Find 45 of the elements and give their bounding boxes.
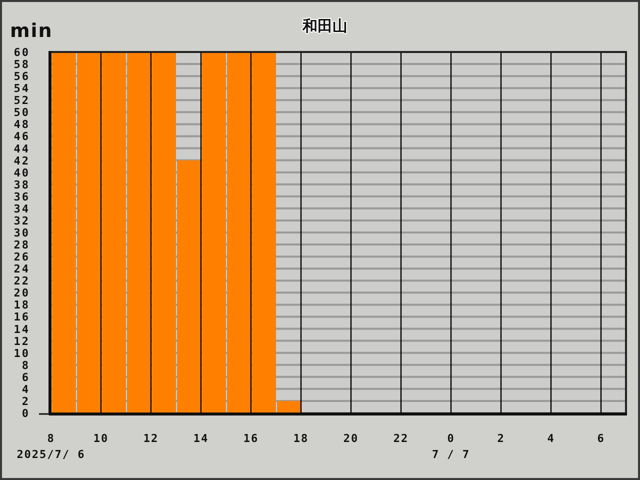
x-tick-label: 8 2025/7/ 6 [16, 432, 86, 461]
y-tick-label: 24 [14, 262, 30, 276]
y-tick-label: 48 [14, 118, 30, 132]
x-tick-label: 20 [343, 432, 359, 445]
x-tick-label: 10 [93, 432, 109, 445]
y-tick-label: 52 [14, 94, 30, 108]
y-tick-label: 0 [22, 407, 30, 420]
x-tick-label: 14 [193, 432, 209, 445]
y-tick-label: 44 [14, 142, 30, 156]
y-tick-label: 36 [14, 190, 30, 204]
y-tick-label: 4 [22, 382, 30, 396]
y-tick-label: 12 [14, 334, 30, 348]
x-tick-label: 2 [497, 432, 505, 445]
y-tick-label: 38 [14, 178, 30, 192]
x-tick-label: 12 [143, 432, 159, 445]
y-tick-label: 22 [14, 274, 30, 288]
y-tick-label: 42 [14, 154, 30, 168]
y-tick-label: 50 [14, 106, 30, 120]
chart-title: 和田山 [302, 17, 348, 35]
y-tick-label: 2 [22, 394, 30, 408]
y-tick-label: 28 [14, 238, 30, 252]
y-tick-label: 46 [14, 130, 30, 144]
y-tick-label: 8 [22, 358, 30, 372]
y-tick-label: 6 [22, 370, 30, 384]
y-tick-label: 34 [14, 202, 30, 216]
y-tick-label: 56 [14, 70, 30, 84]
x-tick-label: 4 [547, 432, 555, 445]
y-tick-label: 18 [14, 298, 30, 312]
x-tick-label: 18 [293, 432, 309, 445]
x-tick-label: 16 [243, 432, 259, 445]
y-tick-label: 32 [14, 214, 30, 228]
y-tick-label: 54 [14, 82, 30, 96]
x-tick-label: 6 [597, 432, 605, 445]
y-tick-label: 10 [14, 346, 30, 360]
x-tick-label: 22 [393, 432, 409, 445]
x-tick-label: 0 7 / 7 [432, 432, 470, 461]
y-tick-label: 40 [14, 166, 30, 180]
y-tick-label: 16 [14, 310, 30, 324]
y-tick-label: 20 [14, 286, 30, 300]
y-axis-title: min [10, 20, 53, 42]
y-tick-label: 58 [14, 58, 30, 72]
y-tick-label: 26 [14, 250, 30, 264]
y-tick-label: 14 [14, 322, 30, 336]
y-tick-label: 60 [14, 46, 30, 59]
y-tick-label: 30 [14, 226, 30, 240]
